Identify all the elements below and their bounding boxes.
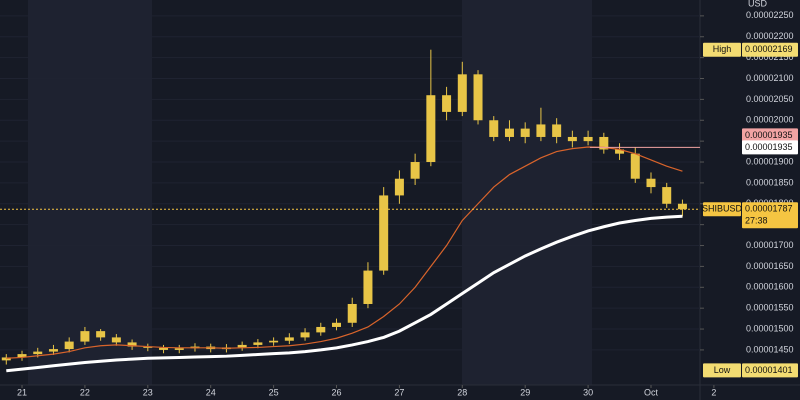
candle-body [520, 128, 530, 137]
candle-body [473, 74, 483, 121]
moving-average-line [6, 146, 683, 359]
y-tick-label: 0.00001700 [746, 240, 794, 250]
candle-body [174, 348, 184, 350]
candle-body [332, 322, 342, 327]
x-tick-label: 29 [520, 387, 530, 397]
candle-body [615, 149, 625, 154]
price-label-box [703, 42, 741, 57]
candle-body [457, 74, 467, 112]
candle-body [442, 95, 452, 112]
candle-body [394, 178, 404, 196]
y-tick-label: 0.00002050 [746, 94, 794, 104]
candle-body [64, 341, 74, 350]
x-tick-label: 22 [80, 387, 90, 397]
candle-body [143, 346, 153, 348]
price-label-box [703, 202, 741, 217]
y-tick-label: 0.00001900 [746, 156, 794, 166]
y-tick-label: 0.00002100 [746, 73, 794, 83]
candle-body [48, 349, 58, 352]
candle-body [646, 178, 656, 188]
countdown-label: 27:38 [745, 216, 768, 226]
candle-body [567, 136, 577, 142]
x-tick-label: 27 [394, 387, 404, 397]
price-value-box [742, 128, 798, 143]
candle-body [111, 337, 121, 343]
price-value-box [742, 363, 798, 378]
candle-body [410, 162, 420, 179]
price-value-label: 0.00002169 [745, 44, 793, 54]
session-shade [28, 0, 152, 385]
candle-body [662, 187, 672, 204]
candle-body [630, 153, 640, 179]
candle-body [17, 354, 27, 358]
candle-body [677, 203, 687, 210]
x-tick-label: 26 [331, 387, 341, 397]
x-tick-label: 24 [206, 387, 216, 397]
candle-body [599, 136, 609, 150]
candle-body [284, 337, 294, 341]
price-value-label: 0.00001935 [745, 142, 793, 152]
y-axis-title: USD [748, 0, 768, 8]
x-tick-label: 30 [583, 387, 593, 397]
session-shade [462, 0, 592, 385]
candle-body [253, 342, 263, 345]
candle-body [1, 357, 11, 361]
y-tick-label: 0.00001500 [746, 323, 794, 333]
y-tick-label: 0.00001450 [746, 344, 794, 354]
price-label-box [703, 363, 741, 378]
price-value-label: 0.00001787 [745, 204, 793, 214]
price-label-name: High [713, 44, 732, 54]
candle-body [504, 128, 514, 137]
candle-body [552, 124, 562, 137]
price-value-label: 0.00001935 [745, 130, 793, 140]
x-tick-label: 25 [269, 387, 279, 397]
y-tick-label: 0.00002000 [746, 115, 794, 125]
price-value-box [742, 140, 798, 155]
candle-body [80, 331, 90, 342]
y-tick-label: 0.00001850 [746, 177, 794, 187]
candle-body [159, 347, 169, 350]
x-tick-label: 28 [457, 387, 467, 397]
candle-body [33, 351, 43, 355]
x-tick-label: 23 [143, 387, 153, 397]
y-tick-label: 0.00002200 [746, 31, 794, 41]
y-tick-label: 0.00001600 [746, 282, 794, 292]
price-value-label: 0.00001401 [745, 365, 793, 375]
candle-body [300, 332, 310, 338]
price-label-name: Low [714, 365, 731, 375]
price-value-box [742, 42, 798, 57]
y-tick-label: 0.00002250 [746, 10, 794, 20]
candle-body [489, 120, 499, 137]
price-label-name: SHIBUSD [702, 204, 743, 214]
candle-body [347, 303, 357, 323]
x-tick-label: Oct [644, 387, 659, 397]
candle-body [316, 326, 326, 333]
candle-body [127, 342, 137, 347]
y-tick-label: 0.00002150 [746, 52, 794, 62]
y-tick-label: 0.00001650 [746, 261, 794, 271]
moving-average-line [6, 214, 683, 373]
candle-body [96, 331, 106, 338]
candle-body [269, 340, 279, 343]
candle-body [379, 195, 389, 271]
price-value-box [742, 202, 798, 229]
candle-body [363, 270, 373, 304]
candle-body [583, 136, 593, 142]
candle-body [426, 95, 436, 163]
y-tick-label: 0.00001550 [746, 303, 794, 313]
x-tick-label: 21 [17, 387, 27, 397]
x-tick-label: 2 [711, 387, 716, 397]
candle-body [237, 344, 247, 348]
candle-body [536, 124, 546, 137]
